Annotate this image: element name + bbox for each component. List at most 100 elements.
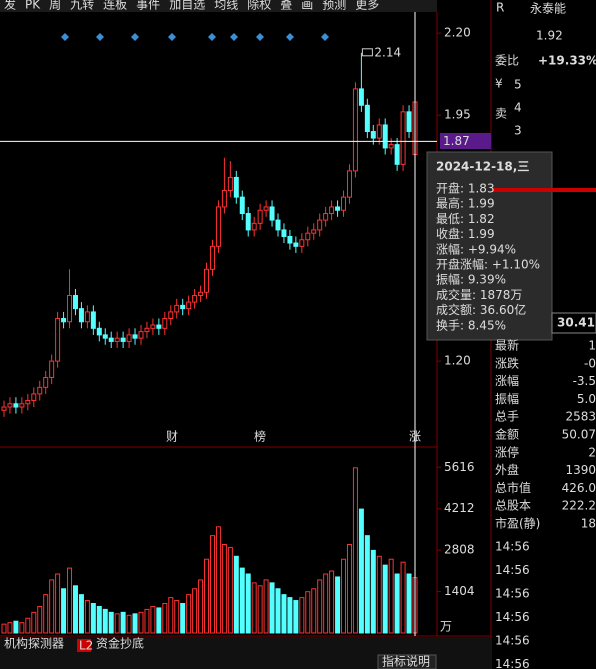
toolbar-button[interactable]: 叠 <box>280 0 292 12</box>
bottom-tab[interactable]: 机构探测器 <box>4 636 64 651</box>
candle-body <box>305 232 311 241</box>
tooltip-row: 开盘: 1.83 <box>436 181 495 196</box>
candle-body <box>269 206 275 221</box>
toolbar-button[interactable]: 画 <box>301 0 313 12</box>
candle-body <box>299 239 305 247</box>
volume-bar <box>186 594 192 634</box>
volume-bar <box>43 594 49 634</box>
book-side: 卖 <box>495 107 507 121</box>
candle-body <box>341 196 347 211</box>
volume-bar <box>37 605 43 634</box>
event-marker: 财 <box>166 430 178 444</box>
volume-bar <box>67 567 73 634</box>
volume-bar <box>198 579 204 634</box>
event-marker: 榜 <box>254 429 266 444</box>
toolbar-button[interactable]: 连板 <box>103 0 127 12</box>
candle-body <box>55 317 61 362</box>
stat-label: 总股本 <box>495 499 531 513</box>
toolbar-button[interactable]: 更多 <box>355 0 379 12</box>
stat-value: 1 <box>588 339 596 353</box>
candle-body <box>209 245 215 270</box>
candle-body <box>37 386 43 395</box>
high-marker <box>361 48 373 57</box>
volume-bar <box>126 614 132 634</box>
y-tick-label: 2.20 <box>444 26 471 40</box>
candle-body <box>245 213 251 231</box>
bottom-tab[interactable]: 资金抄底 <box>96 636 144 651</box>
bottom-tab[interactable]: L2 <box>79 639 93 653</box>
volume-bar <box>108 611 114 634</box>
tooltip-row: 换手: 8.45% <box>436 318 506 332</box>
stat-label: 振幅 <box>495 391 519 406</box>
volume-bar <box>144 608 150 634</box>
volume-bar <box>269 582 275 634</box>
ratio-value: +19.33% <box>538 54 596 68</box>
volume-bar <box>102 608 108 634</box>
candle-body <box>132 334 138 339</box>
candle-body <box>102 334 108 339</box>
candle-body <box>43 377 49 388</box>
volume-bar <box>406 573 412 634</box>
candle-body <box>257 209 263 224</box>
stat-value: 2 <box>588 445 596 459</box>
volume-bar <box>281 594 287 634</box>
volume-bar <box>388 558 394 634</box>
volume-bar <box>132 613 138 634</box>
crosshair-price-box <box>440 133 491 149</box>
candle-body <box>275 219 281 231</box>
help-button[interactable] <box>377 654 437 669</box>
volume-bar <box>239 567 245 634</box>
tooltip-title: 2024-12-18,三 <box>436 160 529 174</box>
volume-bar <box>174 600 180 634</box>
toolbar-button[interactable]: 加自选 <box>169 0 205 12</box>
candle-body <box>364 104 370 133</box>
candle-body <box>49 360 55 379</box>
stat-label: 市盈(静) <box>495 516 540 531</box>
volume-bar <box>1 623 7 634</box>
candle-body <box>358 88 364 106</box>
volume-bar <box>311 588 317 634</box>
toolbar-button[interactable]: 九转 <box>70 0 94 12</box>
candle-body <box>84 311 90 323</box>
bottom-tab[interactable]: 指标说明 <box>382 654 430 669</box>
volume-bar <box>7 622 13 634</box>
toolbar-button[interactable]: 除权 <box>247 0 271 12</box>
l2-badge <box>77 639 91 652</box>
toolbar-button[interactable]: 周 <box>49 0 61 12</box>
volume-bar <box>394 573 400 634</box>
volume-bar <box>13 620 19 634</box>
candle-body <box>126 334 132 342</box>
toolbar-button[interactable]: PK <box>25 0 41 12</box>
candle-body <box>61 317 67 323</box>
toolbar-bg <box>0 0 437 12</box>
trade-time: 14:56 <box>495 610 530 624</box>
stat-label: 外盘 <box>495 462 519 477</box>
crosshair-label: 1.87 <box>443 134 470 148</box>
candle-body <box>239 196 245 215</box>
volume-bar <box>84 600 90 634</box>
candle-body <box>394 144 400 165</box>
tooltip-row: 收盘: 1.99 <box>436 226 495 241</box>
y-tick-label: 1.20 <box>444 354 471 368</box>
high-label: 2.14 <box>374 45 401 59</box>
y-tick-label: 1.95 <box>444 108 471 122</box>
toolbar-button[interactable]: 事件 <box>136 0 160 12</box>
volume-bar <box>263 579 269 634</box>
candle-body <box>329 206 335 215</box>
candle-body <box>215 206 221 247</box>
book-level: 5 <box>514 78 522 92</box>
badge: R <box>496 1 504 15</box>
candle-body <box>144 327 150 333</box>
toolbar-button[interactable]: 预测 <box>322 0 346 12</box>
volume-bar <box>245 573 251 634</box>
toolbar-button[interactable]: 发 <box>4 0 16 12</box>
volume-bar <box>19 622 25 634</box>
stat-label: 涨跌 <box>495 355 519 370</box>
trade-time: 14:56 <box>495 563 530 577</box>
stat-label: 最新 <box>495 338 519 353</box>
volume-bar <box>305 591 311 634</box>
y-tick-label: 1404 <box>444 584 475 598</box>
toolbar-button[interactable]: 均线 <box>214 0 238 12</box>
candle-body <box>388 144 394 149</box>
